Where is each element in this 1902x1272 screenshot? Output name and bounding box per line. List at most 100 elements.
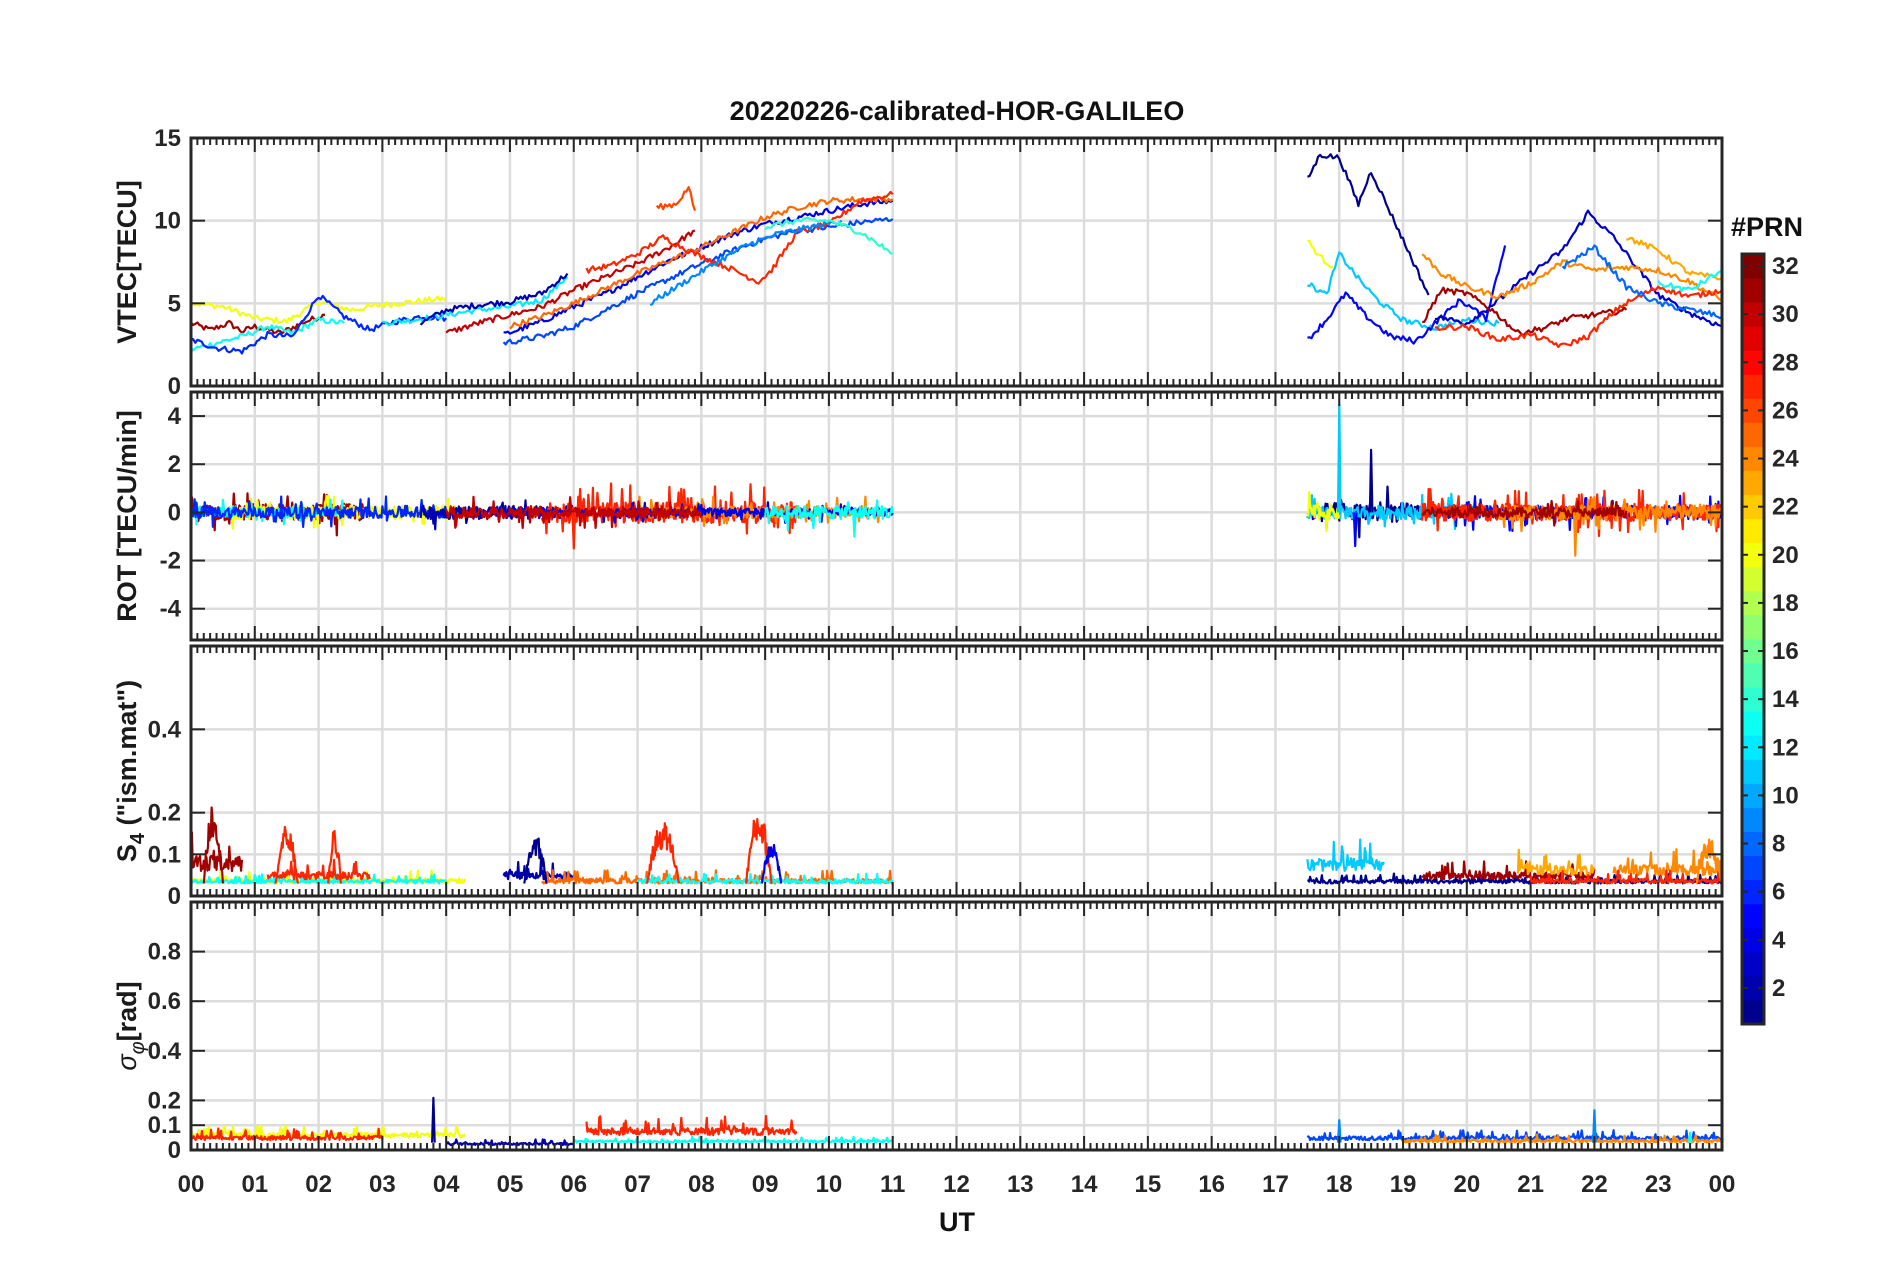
y-axis-label-sigma: σφ[rad] <box>112 981 149 1070</box>
series-prn-5 <box>1307 245 1507 345</box>
series-prn-31 <box>1421 499 1628 527</box>
colorbar-swatch <box>1742 999 1764 1025</box>
x-tick-label: 07 <box>624 1171 651 1198</box>
series-prn-7 <box>502 217 894 346</box>
colorbar-swatch <box>1742 951 1764 977</box>
colorbar-tick-label: 22 <box>1772 494 1799 521</box>
y-tick-label: 0 <box>168 499 181 526</box>
x-tick-label: 10 <box>816 1171 843 1198</box>
y-tick-label: 0.2 <box>148 1087 181 1114</box>
spike-prn-13 <box>1687 1131 1693 1143</box>
colorbar-tick-label: 18 <box>1772 590 1799 617</box>
colorbar-swatch <box>1742 975 1764 1001</box>
colorbar-swatch <box>1742 807 1764 832</box>
series-prn-2 <box>502 860 575 881</box>
y-tick-label: 4 <box>168 403 182 430</box>
y-tick-label: 5 <box>168 290 181 317</box>
series-prn-1 <box>1307 153 1430 296</box>
colorbar-swatch <box>1742 687 1764 712</box>
x-tick-labels: 00 01 02 03 04 05 06 07 08 09 10 11 12 13 14 15 16 17 18 19… <box>178 1171 1736 1198</box>
x-tick-label: 00 <box>1709 1171 1736 1198</box>
series-prn-20 <box>1306 491 1341 533</box>
x-tick-label: 23 <box>1645 1171 1672 1198</box>
series-prn-27 <box>585 190 894 285</box>
colorbar-swatch <box>1742 783 1764 808</box>
colorbar-frame <box>1740 252 1766 1026</box>
y-tick-label: -2 <box>160 548 181 575</box>
series-prn-23 <box>1626 236 1722 281</box>
series-prn-8 <box>1561 244 1722 320</box>
colorbar-swatch <box>1742 326 1764 351</box>
colorbar-swatch <box>1742 735 1764 760</box>
series-prn-27 <box>646 822 681 884</box>
series-prn-13 <box>191 316 345 352</box>
colorbar-tick-label: 24 <box>1772 446 1799 473</box>
series-prn-27 <box>266 858 371 881</box>
colorbar-tick-label: 6 <box>1772 879 1785 906</box>
series-prn-30 <box>445 229 696 334</box>
colorbar-swatch <box>1742 254 1764 279</box>
y-tick-label: 0 <box>168 883 181 910</box>
x-tick-label: 19 <box>1390 1171 1417 1198</box>
y-tick-label: 0.2 <box>148 800 181 827</box>
series-prn-26 <box>655 186 697 212</box>
x-tick-label: 05 <box>497 1171 524 1198</box>
series-prn-24 <box>1401 1133 1722 1144</box>
x-tick-label: 15 <box>1135 1171 1162 1198</box>
grid-s4 <box>189 646 1724 898</box>
series-prn-27 <box>327 829 342 884</box>
y-tick-label: 15 <box>154 125 181 152</box>
series-prn-20 <box>1307 239 1334 269</box>
x-tick-label: 08 <box>688 1171 715 1198</box>
series-prn-11 <box>1307 251 1500 331</box>
colorbar-tick-label: 8 <box>1772 831 1785 858</box>
spike-prn-9 <box>1592 1109 1597 1143</box>
y-tick-label: 10 <box>154 208 181 235</box>
y-axis-label-rot: ROT [TECU/min] <box>112 410 142 621</box>
colorbar-swatch <box>1742 663 1764 688</box>
series-prn-24 <box>1695 838 1722 884</box>
spike-prn-5 <box>1352 512 1358 548</box>
colorbar-tick-label: 4 <box>1772 927 1786 954</box>
x-tick-label: 16 <box>1198 1171 1225 1198</box>
y-tick-label: 2 <box>168 451 181 478</box>
spike-prn-13 <box>852 512 857 538</box>
x-tick-label: 20 <box>1453 1171 1480 1198</box>
x-tick-label: 09 <box>752 1171 779 1198</box>
series-prn-6 <box>191 294 448 355</box>
spike-prn-27 <box>571 512 577 550</box>
colorbar-swatch <box>1742 831 1764 857</box>
ticks-s4 <box>190 646 1723 897</box>
panel-sigma: 00.10.2 0.4 0.6 0.8 σφ[rad] <box>112 900 1724 1164</box>
colorbar-swatch <box>1742 470 1764 496</box>
series-prn-24 <box>1612 848 1722 877</box>
series-prn-31 <box>202 806 224 884</box>
x-tick-label: 14 <box>1071 1171 1098 1198</box>
spike-prn-24 <box>1572 512 1578 557</box>
series-prn-27 <box>1434 285 1722 349</box>
colorbar-swatch <box>1742 398 1764 423</box>
series-prn-27 <box>540 482 798 535</box>
x-axis-label: UT <box>939 1207 975 1237</box>
y-tick-label: 0 <box>168 373 181 400</box>
x-tick-label: 04 <box>433 1171 460 1198</box>
data-rot <box>191 402 1722 557</box>
x-tick-label: 00 <box>178 1171 205 1198</box>
colorbar-tick-label: 2 <box>1772 975 1785 1002</box>
colorbar-swatch <box>1742 374 1764 399</box>
y-tick-label: 0 <box>168 1137 181 1164</box>
y-tick-label: 0.1 <box>148 1112 181 1139</box>
colorbar-swatch <box>1742 590 1764 616</box>
colorbar-swatch <box>1742 879 1764 905</box>
panel-s4: 0 0.1 0.2 0.4S4 ("ism.mat") <box>112 644 1724 910</box>
spike-prn-9 <box>1336 1119 1342 1143</box>
y-axis-label-vtec: VTEC[TECU] <box>112 180 142 344</box>
panel-vtec: 0 5 10 15 VTEC[TECU] <box>112 125 1724 400</box>
colorbar-label: #PRN <box>1731 212 1803 242</box>
colorbar-swatch <box>1742 927 1764 953</box>
colorbar-swatch <box>1742 855 1764 881</box>
series-prn-31 <box>1422 286 1628 337</box>
